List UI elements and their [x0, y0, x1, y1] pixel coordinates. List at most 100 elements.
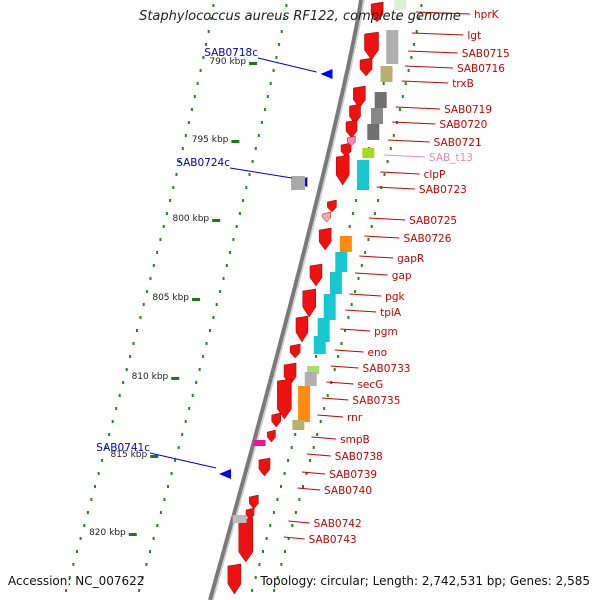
guide-dot	[152, 264, 155, 267]
guide-dot	[413, 43, 416, 46]
guide-dot	[357, 277, 360, 280]
topology-label: Topology: circular; Length: 2,742,531 bp…	[260, 574, 590, 588]
guide-dot	[205, 43, 208, 46]
guide-dot	[415, 30, 418, 33]
guide-dot	[265, 537, 268, 540]
guide-dot	[65, 589, 68, 592]
leader-line	[306, 453, 331, 457]
guide-dot	[235, 225, 238, 228]
guide-dot	[404, 82, 407, 85]
gene-label-sab0733: SAB0733	[362, 363, 410, 375]
guide-dot	[162, 225, 165, 228]
kbp-tick-mark	[171, 377, 180, 380]
leader-line	[387, 139, 430, 143]
guide-dot	[312, 446, 315, 449]
gene-label-sab0724c: SAB0724c	[176, 157, 230, 169]
guide-dot	[370, 225, 373, 228]
gene-label-sab0735: SAB0735	[352, 395, 400, 407]
guide-dot	[407, 69, 410, 72]
guide-dot	[79, 537, 82, 540]
guide-dot	[76, 550, 78, 553]
gene-arrow	[359, 57, 373, 77]
guide-dot	[344, 329, 346, 332]
guide-dot	[258, 563, 261, 566]
guide-dot	[272, 69, 275, 72]
guide-dot	[319, 420, 322, 423]
gene-label-smpb: smpB	[340, 434, 370, 446]
guide-dot	[263, 108, 266, 111]
guide-dot	[276, 498, 279, 501]
gene-arrow	[345, 119, 358, 139]
guide-dot	[373, 212, 376, 215]
gene-label-sab0716: SAB0716	[457, 63, 505, 75]
leader-line	[401, 80, 449, 84]
gene-box	[386, 30, 399, 64]
guide-dot	[340, 342, 343, 345]
gene-labels: hprK lgt SAB0715 SAB0716 trxB SAB0719 SAB0720 S…	[96, 9, 509, 546]
gene-label-rnr: rnr	[347, 412, 363, 424]
gene-label-sab0718c: SAB0718c	[204, 47, 258, 59]
gene-arrow	[289, 343, 301, 359]
map-title: Staphylococcus aureus RF122, complete ge…	[139, 9, 461, 24]
guide-dot	[348, 225, 351, 228]
guide-dot	[269, 524, 272, 527]
kbp-tick-label: 795 kbp	[192, 135, 229, 145]
leader-line	[408, 50, 458, 54]
guide-dot	[410, 56, 413, 59]
guide-dot	[212, 4, 215, 7]
guide-dot	[202, 355, 205, 358]
guide-dot	[149, 277, 152, 280]
guide-dot	[229, 251, 232, 254]
dotted-guides	[65, 4, 423, 592]
kbp-ticks: 790 kbp 795 kbp 800 kbp 805 kbp 810 kbp 815 k…	[89, 57, 258, 538]
guide-dot	[163, 498, 166, 501]
guide-dot	[273, 589, 276, 592]
guide-dot	[242, 199, 245, 202]
gene-label-pgm: pgm	[374, 326, 398, 338]
guide-dot	[266, 95, 269, 98]
leader-line	[376, 186, 415, 190]
guide-dot	[141, 576, 144, 579]
gene-box	[298, 386, 311, 422]
guide-dot	[316, 433, 319, 436]
leader-line	[229, 167, 292, 179]
kbp-tick-mark	[128, 533, 137, 536]
guide-dot	[94, 485, 96, 488]
leader-line	[354, 272, 388, 276]
guide-dot	[129, 355, 132, 358]
gene-arrow	[309, 263, 323, 287]
guide-dot	[152, 537, 155, 540]
kbp-tick-label: 815 kbp	[111, 450, 148, 460]
gene-label-sab0742: SAB0742	[314, 518, 362, 530]
gene-arrow	[327, 199, 337, 213]
guide-dot	[156, 251, 159, 254]
gene-arrow	[238, 517, 254, 563]
gene-box	[304, 372, 317, 386]
guide-dot	[193, 95, 196, 98]
gene-arrow	[295, 315, 309, 343]
guide-dot	[401, 95, 404, 98]
gene-box	[394, 0, 407, 10]
gene-arrow	[249, 494, 259, 510]
guide-dot	[251, 160, 254, 163]
guide-dot	[323, 407, 326, 410]
leader-line	[340, 328, 371, 332]
backbone-line	[208, 0, 363, 600]
leader-line	[380, 171, 420, 175]
kbp-tick-mark	[212, 219, 221, 222]
gene-arrow	[364, 31, 379, 61]
genome-backbone	[208, 0, 365, 600]
gene-label-tpia: tpiA	[380, 307, 402, 319]
leader-line	[334, 349, 364, 353]
guide-dot	[285, 4, 288, 7]
gene-label-pgk: pgk	[385, 291, 405, 303]
guide-dot	[172, 186, 175, 189]
gene-box	[313, 336, 326, 354]
kbp-tick-mark	[249, 62, 258, 65]
gene-label-sab0739: SAB0739	[329, 469, 377, 481]
guide-dot	[198, 368, 201, 371]
guide-dot	[326, 394, 329, 397]
guide-dot	[283, 17, 286, 20]
guide-dot	[115, 407, 118, 410]
guide-dot	[195, 381, 198, 384]
